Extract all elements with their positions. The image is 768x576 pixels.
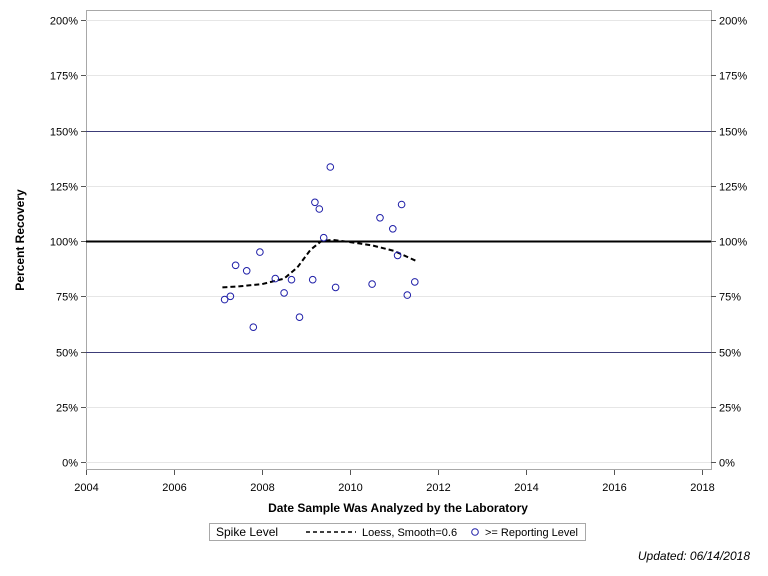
data-point-11 xyxy=(311,198,319,207)
y-tick-label-left-200: 200% xyxy=(50,16,78,28)
x-tick-label-2018: 2018 xyxy=(690,482,714,494)
y-tick-label-right-200: 200% xyxy=(719,16,747,28)
data-point-16 xyxy=(368,280,376,288)
reference-lines xyxy=(86,131,711,353)
x-axis-title: Date Sample Was Analyzed by the Laborato… xyxy=(268,501,528,515)
data-point-1 xyxy=(226,292,235,301)
data-point-14 xyxy=(326,163,335,171)
legend: Spike Level Loess, Smooth=0.6 >= Reporti… xyxy=(209,523,586,541)
data-point-5 xyxy=(256,248,264,256)
y-tick-label-right-0: 0% xyxy=(719,458,735,470)
data-point-0 xyxy=(220,295,229,304)
x-tick-label-2014: 2014 xyxy=(514,482,538,494)
data-point-15 xyxy=(331,283,340,292)
y-tick-label-left-100: 100% xyxy=(50,237,78,249)
data-point-10 xyxy=(308,275,317,284)
y-tick-label-right-50: 50% xyxy=(719,348,741,360)
x-tick-label-2006: 2006 xyxy=(162,482,186,494)
legend-title: Spike Level xyxy=(216,525,278,539)
y-tick-label-left-125: 125% xyxy=(50,182,78,194)
y-tick-label-right-100: 100% xyxy=(719,237,747,249)
x-axis: 2004 2006 2008 2010 2012 2014 2016 2018 xyxy=(74,470,715,494)
y-tick-label-right-175: 175% xyxy=(719,71,747,83)
data-point-4 xyxy=(249,323,258,332)
legend-loess-label: Loess, Smooth=0.6 xyxy=(362,527,457,539)
y-tick-label-right-125: 125% xyxy=(719,182,747,194)
data-point-9 xyxy=(295,313,304,322)
data-point-12 xyxy=(315,205,324,213)
updated-note: Updated: 06/14/2018 xyxy=(638,549,750,563)
x-tick-label-2010: 2010 xyxy=(338,482,362,494)
y-tick-label-left-75: 75% xyxy=(56,292,78,304)
x-tick-label-2008: 2008 xyxy=(250,482,274,494)
legend-point-swatch xyxy=(471,528,479,536)
data-point-18 xyxy=(389,225,397,233)
x-tick-label-2012: 2012 xyxy=(426,482,450,494)
y-axis-right: 0% 25% 50% 75% 100% 125% 150% 175% 200% xyxy=(711,16,747,470)
legend-frame xyxy=(209,523,586,541)
loess-curve xyxy=(222,238,417,289)
data-point-19 xyxy=(393,251,402,260)
y-tick-label-left-0: 0% xyxy=(62,458,78,470)
plot-frame xyxy=(86,10,712,470)
y-tick-label-left-25: 25% xyxy=(56,403,78,415)
y-tick-label-left-150: 150% xyxy=(50,127,78,139)
y-tick-label-right-75: 75% xyxy=(719,292,741,304)
data-point-20 xyxy=(397,200,406,209)
y-tick-label-right-150: 150% xyxy=(719,127,747,139)
data-point-21 xyxy=(403,291,412,299)
y-axis-left: 0% 25% 50% 75% 100% 125% 150% 175% 200% xyxy=(50,16,86,470)
legend-point-label: >= Reporting Level xyxy=(485,527,578,539)
data-point-13 xyxy=(319,233,328,242)
data-point-8 xyxy=(287,275,296,284)
x-tick-label-2016: 2016 xyxy=(602,482,626,494)
data-point-7 xyxy=(280,289,288,297)
data-point-17 xyxy=(376,214,384,222)
scatter-points xyxy=(220,163,419,332)
data-point-22 xyxy=(411,278,419,286)
loess-layer xyxy=(222,238,417,289)
y-axis-title: Percent Recovery xyxy=(13,189,27,291)
x-tick-label-2004: 2004 xyxy=(74,482,98,494)
y-tick-label-left-50: 50% xyxy=(56,348,78,360)
y-tick-label-right-25: 25% xyxy=(719,403,741,415)
y-tick-label-left-175: 175% xyxy=(50,71,78,83)
data-point-3 xyxy=(242,267,251,275)
data-point-6 xyxy=(271,274,280,283)
data-point-2 xyxy=(231,261,240,270)
